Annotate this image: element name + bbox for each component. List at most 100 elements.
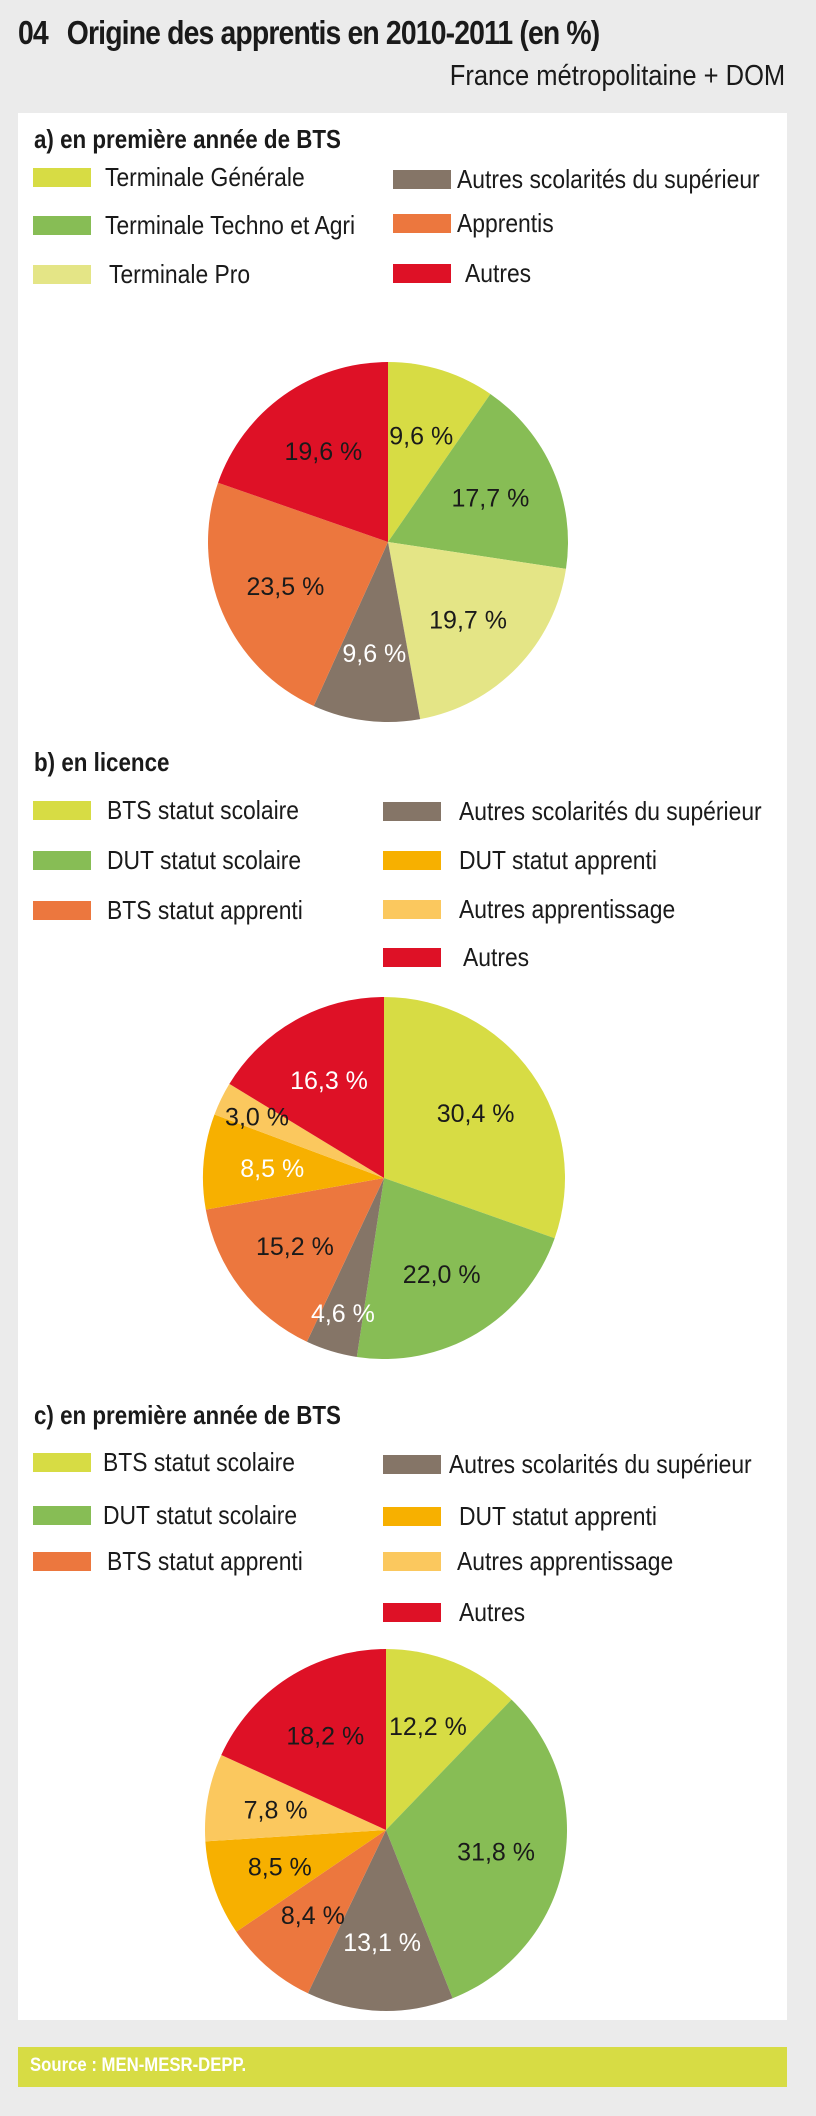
legend-label: Terminale Techno et Agri bbox=[105, 210, 356, 240]
legend-swatch bbox=[383, 802, 441, 821]
pie-slice bbox=[236, 1830, 386, 1994]
pie-slice bbox=[205, 1754, 386, 1842]
legend-label: Terminale Générale bbox=[105, 162, 305, 192]
legend-item: Terminale Générale bbox=[33, 162, 332, 193]
legend-swatch bbox=[33, 1506, 91, 1525]
figure-number: 04 bbox=[18, 14, 49, 51]
legend-swatch bbox=[33, 901, 91, 920]
legend-swatch bbox=[383, 900, 441, 919]
legend-label: Autres bbox=[459, 1597, 526, 1627]
slice-label: 18,2 % bbox=[286, 1723, 364, 1751]
legend-item: Autres scolarités du supérieur bbox=[393, 164, 801, 195]
pie-slice bbox=[384, 997, 565, 1239]
legend-label: Autres scolarités du supérieur bbox=[459, 796, 762, 826]
legend-item: BTS statut apprenti bbox=[33, 895, 330, 926]
legend-label: DUT statut apprenti bbox=[459, 845, 657, 875]
legend-label: Terminale Pro bbox=[109, 259, 251, 289]
legend-item: Autres scolarités du supérieur bbox=[383, 1449, 793, 1480]
pie-slice bbox=[229, 997, 384, 1178]
pie-slice bbox=[356, 1178, 555, 1359]
slice-label: 17,7 % bbox=[452, 485, 530, 513]
slice-label: 23,5 % bbox=[247, 573, 325, 601]
legend-label: Autres apprentissage bbox=[459, 894, 676, 924]
legend-item: BTS statut scolaire bbox=[33, 795, 325, 826]
chart-a-title: a) en première année de BTS bbox=[34, 124, 341, 154]
legend-swatch bbox=[33, 265, 91, 284]
legend-swatch bbox=[393, 170, 451, 189]
pie-slice bbox=[306, 1178, 384, 1357]
pie-slice bbox=[214, 1083, 384, 1178]
legend-swatch bbox=[33, 168, 91, 187]
legend-item: DUT statut scolaire bbox=[33, 845, 328, 876]
legend-item: Autres bbox=[393, 258, 540, 289]
legend-swatch bbox=[33, 851, 91, 870]
pie-slice bbox=[386, 1649, 512, 1830]
slice-label: 13,1 % bbox=[343, 1929, 421, 1957]
legend-item: Terminale Pro bbox=[33, 259, 269, 290]
legend-label: Apprentis bbox=[457, 208, 554, 238]
legend-label: BTS statut apprenti bbox=[107, 895, 303, 925]
slice-label: 8,5 % bbox=[240, 1155, 304, 1183]
slice-label: 8,5 % bbox=[248, 1853, 312, 1881]
legend-item: Autres bbox=[383, 942, 538, 973]
figure-title-text: Origine des apprentis en 2010-2011 (en %… bbox=[66, 14, 600, 51]
legend-item: DUT statut apprenti bbox=[383, 845, 684, 876]
pie-slice bbox=[202, 1114, 384, 1210]
slice-label: 9,6 % bbox=[389, 422, 453, 450]
legend-swatch bbox=[33, 1552, 91, 1571]
legend-item: Autres bbox=[383, 1597, 534, 1628]
legend-swatch bbox=[33, 1453, 91, 1472]
slice-label: 3,0 % bbox=[225, 1103, 289, 1131]
legend-item: DUT statut scolaire bbox=[33, 1500, 324, 1531]
pie-slice bbox=[218, 362, 388, 542]
pie-slice bbox=[388, 362, 491, 542]
legend-label: Autres bbox=[465, 258, 532, 288]
legend-label: Autres bbox=[463, 942, 530, 972]
pie-slice bbox=[205, 1178, 384, 1342]
chart-c-title: c) en première année de BTS bbox=[34, 1400, 341, 1430]
figure-title: 04 Origine des apprentis en 2010-2011 (en… bbox=[18, 14, 600, 52]
slice-label: 16,3 % bbox=[290, 1067, 368, 1095]
pie-slice bbox=[313, 542, 421, 722]
chart-b-title: b) en licence bbox=[34, 747, 170, 777]
slice-label: 19,7 % bbox=[429, 607, 507, 635]
legend-swatch bbox=[383, 1507, 441, 1526]
pie-slice bbox=[205, 1830, 386, 1932]
legend-label: Autres scolarités du supérieur bbox=[449, 1449, 752, 1479]
slice-label: 4,6 % bbox=[311, 1300, 375, 1328]
source-text: Source : MEN-MESR-DEPP. bbox=[30, 2055, 247, 2076]
legend-swatch bbox=[383, 1455, 441, 1474]
legend-item: DUT statut apprenti bbox=[383, 1501, 684, 1532]
pie-slice bbox=[221, 1649, 386, 1830]
legend-label: Autres apprentissage bbox=[457, 1546, 674, 1576]
legend-swatch bbox=[33, 216, 91, 235]
slice-label: 22,0 % bbox=[403, 1261, 481, 1289]
legend-swatch bbox=[383, 851, 441, 870]
legend-label: BTS statut scolaire bbox=[107, 795, 300, 825]
legend-label: Autres scolarités du supérieur bbox=[457, 164, 760, 194]
legend-item: Apprentis bbox=[393, 208, 567, 239]
legend-swatch bbox=[393, 264, 451, 283]
pie-slice bbox=[388, 393, 568, 569]
pie-slice bbox=[386, 1699, 568, 1999]
legend-item: Autres apprentissage bbox=[383, 1546, 703, 1577]
slice-label: 15,2 % bbox=[256, 1233, 334, 1261]
slice-label: 31,8 % bbox=[457, 1839, 535, 1867]
legend-label: DUT statut scolaire bbox=[107, 845, 302, 875]
legend-label: BTS statut scolaire bbox=[103, 1447, 296, 1477]
legend-label: DUT statut scolaire bbox=[103, 1500, 298, 1530]
legend-label: DUT statut apprenti bbox=[459, 1501, 657, 1531]
legend-item: Terminale Techno et Agri bbox=[33, 210, 389, 241]
legend-swatch bbox=[383, 1603, 441, 1622]
slice-label: 30,4 % bbox=[437, 1100, 515, 1128]
pie-slice bbox=[388, 542, 566, 720]
slice-label: 9,6 % bbox=[342, 640, 406, 668]
legend-item: Autres scolarités du supérieur bbox=[383, 796, 803, 827]
slice-label: 19,6 % bbox=[284, 438, 362, 466]
legend-swatch bbox=[383, 948, 441, 967]
legend-item: BTS statut scolaire bbox=[33, 1447, 321, 1478]
legend-swatch bbox=[393, 214, 451, 233]
pie-slice bbox=[208, 482, 388, 706]
